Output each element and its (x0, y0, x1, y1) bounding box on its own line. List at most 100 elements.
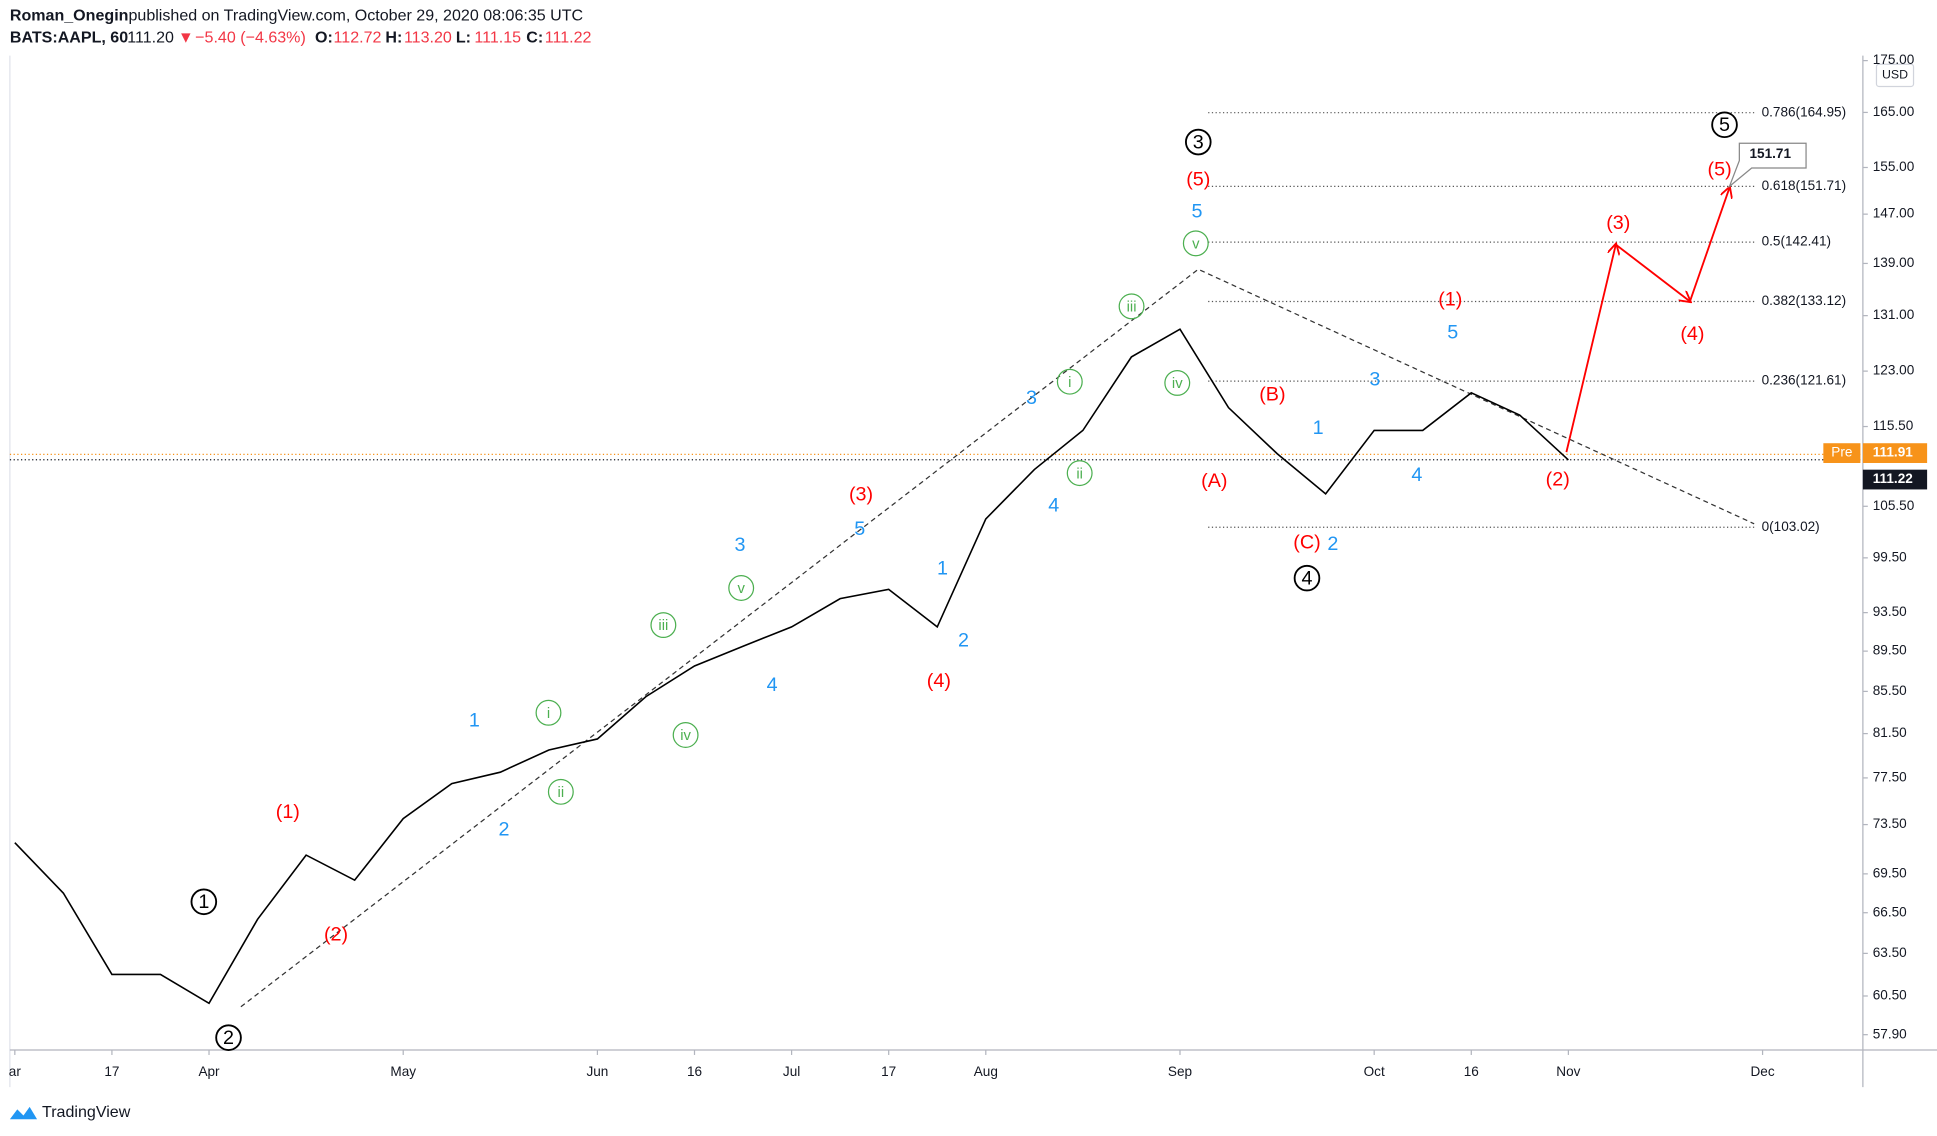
author: Roman_Onegin (10, 6, 129, 24)
wave-label: 1 (469, 710, 480, 732)
x-tick-label: 17 (104, 1064, 119, 1079)
y-tick-label: 63.50 (1873, 945, 1907, 960)
ohlc-value: 111.15 (474, 29, 521, 47)
ohlc-key: L: (456, 29, 471, 47)
x-tick-label: Apr (198, 1064, 220, 1079)
wave-label: (2) (1546, 469, 1570, 491)
wave-circle (1066, 460, 1093, 487)
wave-label: (3) (849, 484, 873, 506)
wave-label: (2) (324, 923, 348, 945)
wave-label: (5) (1708, 159, 1732, 181)
wave-label: 1 (198, 891, 209, 913)
y-tick-label: 85.50 (1873, 683, 1907, 698)
wave-label: 5 (1719, 114, 1730, 136)
wave-label: 4 (767, 674, 778, 696)
change-arrow: ▼ (178, 29, 194, 47)
x-tick-label: Dec (1750, 1064, 1774, 1079)
y-tick-label: 60.50 (1873, 988, 1907, 1003)
y-tick-label: 77.50 (1873, 770, 1907, 785)
fib-label: 0.786(164.95) (1762, 104, 1847, 119)
wave-label: 3 (1369, 369, 1380, 391)
x-tick-label: Sep (1168, 1064, 1192, 1079)
wave-label: iv (680, 728, 691, 744)
y-tick-label: 69.50 (1873, 865, 1907, 880)
fib-label: 0.382(133.12) (1762, 293, 1847, 308)
wave-label: 4 (1411, 464, 1422, 486)
callout-box (1728, 142, 1807, 189)
published: published on TradingView.com, October 29… (128, 6, 583, 24)
wave-label: 4 (1048, 495, 1059, 517)
wave-label: (4) (1680, 323, 1704, 345)
wave-circle (728, 575, 755, 601)
fib-label: 0.618(151.71) (1762, 178, 1847, 193)
wave-label: 2 (223, 1027, 234, 1049)
wave-label: (C) (1293, 532, 1320, 554)
x-tick-label: Jun (586, 1064, 608, 1079)
wave-circle (650, 612, 677, 639)
wave-label: v (737, 581, 745, 597)
wave-label: 1 (1313, 417, 1324, 439)
ohlc-value: 112.72 (334, 29, 382, 47)
wave-label: (1) (276, 801, 300, 823)
wave-label: 3 (734, 534, 745, 556)
footer-logo (9, 1106, 38, 1120)
footer-brand: TradingView (42, 1103, 131, 1121)
x-tick-label: Jul (783, 1064, 800, 1079)
change: −5.40 (−4.63%) (195, 29, 306, 47)
y-tick-label: 81.50 (1873, 725, 1907, 740)
fib-label: 0.5(142.41) (1762, 234, 1831, 249)
x-tick-label: 16 (687, 1064, 702, 1079)
y-tick-label: 147.00 (1873, 206, 1915, 221)
price-tag-box (1862, 443, 1928, 463)
fib-label: 0.236(121.61) (1762, 373, 1847, 388)
price-tag: 111.22 (1873, 471, 1913, 486)
wave-circle (1711, 111, 1738, 139)
wave-label: 3 (1026, 387, 1037, 409)
wave-label: 2 (1327, 533, 1338, 555)
y-tick-label: 57.90 (1873, 1026, 1907, 1041)
wave-label: (B) (1259, 384, 1285, 406)
y-tick-label: 99.50 (1873, 549, 1907, 564)
wave-circle (1182, 230, 1209, 257)
wave-label: 2 (499, 818, 510, 840)
wave-label: (4) (927, 670, 951, 692)
x-tick-label: Oct (1364, 1064, 1385, 1079)
ohlc-value: 113.20 (404, 29, 452, 47)
y-tick-label: 175.00 (1873, 52, 1915, 67)
price-tag-label: Pre (1831, 445, 1852, 460)
currency: USD (1882, 68, 1908, 82)
wave-label: iv (1172, 376, 1183, 392)
wave-label: (3) (1606, 212, 1630, 234)
y-tick-label: 93.50 (1873, 604, 1907, 619)
wave-label: 4 (1301, 568, 1312, 590)
wave-label: 3 (1193, 132, 1204, 154)
wave-circle (1184, 128, 1212, 156)
ohlc-value: 111.22 (545, 29, 592, 47)
wave-label: ii (1076, 466, 1083, 482)
wave-circle (190, 888, 218, 916)
price-tag: 111.91 (1873, 445, 1913, 460)
y-tick-label: 73.50 (1873, 816, 1907, 831)
y-tick-label: 89.50 (1873, 643, 1907, 658)
wave-label: v (1192, 237, 1200, 253)
wave-label: i (547, 706, 550, 722)
wave-label: 5 (1192, 201, 1203, 223)
y-tick-label: 131.00 (1873, 307, 1915, 322)
y-tick-label: 155.00 (1873, 159, 1915, 174)
ohlc-key: O: (315, 29, 333, 47)
wave-circle (1118, 293, 1145, 320)
wave-label: iii (1127, 300, 1137, 316)
wave-label: 5 (1447, 322, 1458, 344)
wave-circle (1056, 368, 1083, 395)
wave-circle (672, 722, 699, 748)
wave-circle (1164, 369, 1191, 396)
y-tick-label: 165.00 (1873, 104, 1915, 119)
wave-label: iii (658, 618, 668, 634)
y-tick-label: 105.50 (1873, 498, 1915, 513)
wave-label: (1) (1438, 288, 1462, 310)
ohlc-key: H: (385, 29, 402, 47)
y-tick-label: 115.50 (1873, 418, 1914, 433)
